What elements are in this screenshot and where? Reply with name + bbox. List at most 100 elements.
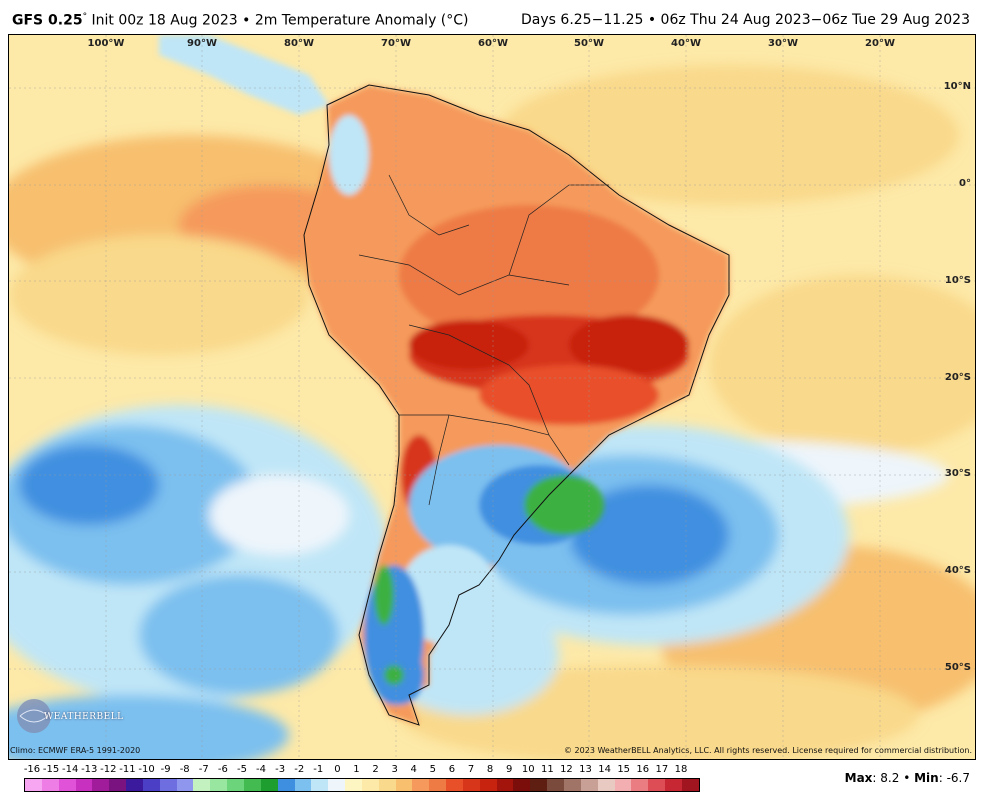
scale-label: 6 [448, 764, 456, 775]
scale-label: -10 [138, 764, 155, 775]
scale-label: 10 [521, 764, 535, 775]
scale-swatch [345, 779, 362, 791]
scale-label: 9 [505, 764, 513, 775]
header: GFS 0.25° Init 00z 18 Aug 2023 • 2m Temp… [0, 0, 984, 34]
scale-label: -4 [256, 764, 267, 775]
scale-bar [24, 778, 700, 792]
scale-swatch [378, 779, 396, 791]
scale-label: -14 [62, 764, 79, 775]
color-scale: -16 -15 -14 -13 -12 -11 -10 -9 -8 -7 -6 -5 -4 -3 -2 -1 0… [24, 764, 700, 792]
scale-label: -15 [42, 764, 60, 775]
scale-swatch [648, 779, 666, 791]
max-min-readout: Max: 8.2 • Min: -6.7 [844, 771, 970, 785]
logo-globe-icon [17, 699, 51, 733]
lat-label: 20°S [944, 372, 971, 383]
model-name: GFS 0.25 [12, 12, 83, 29]
lon-label: 30°W [768, 38, 798, 49]
lat-label: 0° [959, 178, 971, 189]
scale-label: -12 [100, 764, 117, 775]
scale-swatch [260, 779, 278, 791]
scale-swatch [58, 779, 76, 791]
scale-swatch [92, 779, 110, 791]
lat-label: 10°S [944, 275, 971, 286]
scale-label: 13 [579, 764, 592, 775]
copyright-note: © 2023 WeatherBELL Analytics, LLC. All r… [564, 746, 972, 755]
scale-swatch [446, 779, 463, 791]
scale-label: -1 [313, 764, 324, 775]
max-min-sep: • [903, 771, 911, 785]
lat-label: 50°S [944, 662, 971, 673]
amazon-hot [399, 205, 659, 345]
scale-swatch [631, 779, 649, 791]
lon-label: 70°W [381, 38, 411, 49]
min-label: Min [914, 771, 939, 785]
anomaly-map [9, 35, 975, 759]
scale-swatch [126, 779, 143, 791]
scale-swatch [496, 779, 514, 791]
scale-label: 12 [560, 764, 573, 775]
scale-swatch [395, 779, 413, 791]
title-bullet: • [242, 12, 251, 29]
field-name: 2m Temperature Anomaly (°C) [254, 12, 469, 29]
scale-swatch [479, 779, 497, 791]
scale-label: -13 [81, 764, 98, 775]
scale-label: -11 [119, 764, 136, 775]
scale-swatch [681, 779, 699, 791]
scale-label: -2 [294, 764, 305, 775]
lon-label: 50°W [574, 38, 604, 49]
scale-swatch [597, 779, 615, 791]
scale-label: 15 [617, 764, 631, 775]
lon-label: 20°W [865, 38, 895, 49]
max-label: Max [844, 771, 873, 785]
scale-label: 11 [540, 764, 554, 775]
scale-swatch [294, 779, 312, 791]
scale-swatch [462, 779, 480, 791]
min-value: -6.7 [946, 771, 970, 785]
weatherbell-logo: WEATHERBELL [14, 696, 123, 736]
scale-swatch [311, 779, 329, 791]
init-time: Init 00z 18 Aug 2023 [91, 12, 238, 29]
scale-swatch [614, 779, 632, 791]
scale-swatch [277, 779, 295, 791]
scale-swatch [530, 779, 548, 791]
lon-label: 60°W [478, 38, 508, 49]
scale-label: -16 [23, 764, 41, 775]
scale-labels: -16 -15 -14 -13 -12 -11 -10 -9 -8 -7 -6 -5 -4 -3 -2 -1 0… [24, 764, 700, 778]
scale-swatch [142, 779, 160, 791]
degree-sign: ° [82, 12, 88, 22]
lon-label: 100°W [87, 38, 125, 49]
lon-label: 40°W [671, 38, 701, 49]
valid-range: Days 6.25−11.25 • 06z Thu 24 Aug 2023−06… [521, 12, 970, 28]
scale-label: -9 [160, 764, 171, 775]
max-value: 8.2 [880, 771, 900, 785]
scale-swatch [243, 779, 261, 791]
central-america-land [159, 35, 329, 115]
lat-label: 30°S [944, 468, 971, 479]
map-panel: 100°W 90°W 80°W 70°W 60°W 50°W 40°W 30°W… [8, 34, 976, 760]
scale-swatch [176, 779, 194, 791]
scale-swatch [75, 779, 93, 791]
country-borders [358, 174, 609, 506]
scale-label: 5 [429, 764, 437, 775]
scale-swatch [109, 779, 127, 791]
scale-swatch [564, 779, 581, 791]
scale-swatch [328, 779, 346, 791]
climo-note: Climo: ECMWF ERA-5 1991-2020 [10, 746, 141, 755]
lat-label: 10°N [943, 81, 971, 92]
uruguay-cold-anomaly [524, 475, 604, 535]
scale-label: 14 [598, 764, 611, 775]
scale-swatch [580, 779, 598, 791]
scale-swatch [665, 779, 682, 791]
scale-swatch [210, 779, 228, 791]
scale-label: 4 [410, 764, 417, 775]
scale-swatch [25, 779, 42, 791]
scale-swatch [193, 779, 211, 791]
scale-swatch [547, 779, 564, 791]
scale-label: 7 [467, 764, 475, 775]
lon-label: 80°W [284, 38, 314, 49]
scale-label: 2 [372, 764, 379, 775]
scale-swatch [513, 779, 531, 791]
scale-label: -6 [217, 764, 228, 775]
coastline [303, 84, 730, 726]
scale-label: 8 [486, 764, 494, 775]
